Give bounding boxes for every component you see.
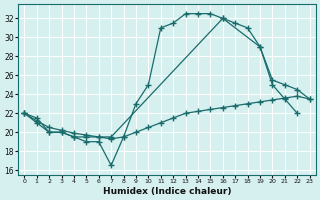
X-axis label: Humidex (Indice chaleur): Humidex (Indice chaleur) xyxy=(103,187,231,196)
